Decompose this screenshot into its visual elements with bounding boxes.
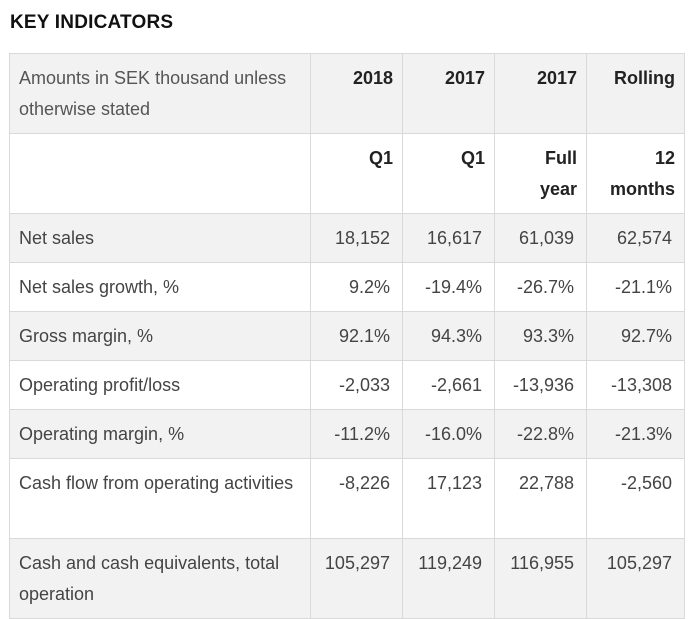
header-period: 12 months	[586, 133, 685, 214]
row-label: Net sales growth, %	[9, 262, 311, 312]
row-label: Operating profit/loss	[9, 360, 311, 410]
row-value: -19.4%	[402, 262, 495, 312]
header-empty-cell	[9, 133, 311, 214]
row-value: 62,574	[586, 213, 685, 263]
row-value: -2,560	[586, 458, 685, 539]
row-value: 9.2%	[310, 262, 403, 312]
row-value: -21.3%	[586, 409, 685, 459]
header-year: 2017	[494, 53, 587, 134]
row-label: Cash flow from operating activities	[9, 458, 311, 539]
row-value: 92.1%	[310, 311, 403, 361]
page-title: KEY INDICATORS	[10, 12, 174, 33]
row-value: 94.3%	[402, 311, 495, 361]
table-row: Net sales 18,152 16,617 61,039 62,574	[9, 213, 685, 263]
row-value: 105,297	[310, 538, 403, 619]
row-value: -22.8%	[494, 409, 587, 459]
table-row: Gross margin, % 92.1% 94.3% 93.3% 92.7%	[9, 311, 685, 361]
row-value: -16.0%	[402, 409, 495, 459]
row-value: -13,308	[586, 360, 685, 410]
table-row: Net sales growth, % 9.2% -19.4% -26.7% -…	[9, 262, 685, 312]
header-period: Q1	[310, 133, 403, 214]
header-year: 2017	[402, 53, 495, 134]
header-period: Full year	[494, 133, 587, 214]
row-value: -2,661	[402, 360, 495, 410]
key-indicators-table: Amounts in SEK thousand unless otherwise…	[9, 53, 685, 619]
row-value: -2,033	[310, 360, 403, 410]
row-label: Cash and cash equivalents, total operati…	[9, 538, 311, 619]
row-label: Operating margin, %	[9, 409, 311, 459]
header-period: Q1	[402, 133, 495, 214]
header-year: 2018	[310, 53, 403, 134]
row-value: 22,788	[494, 458, 587, 539]
header-year: Rolling	[586, 53, 685, 134]
row-label: Net sales	[9, 213, 311, 263]
header-row-years: Amounts in SEK thousand unless otherwise…	[9, 53, 685, 134]
row-value: 17,123	[402, 458, 495, 539]
row-label: Gross margin, %	[9, 311, 311, 361]
row-value: 105,297	[586, 538, 685, 619]
row-value: 93.3%	[494, 311, 587, 361]
row-value: -21.1%	[586, 262, 685, 312]
row-value: -13,936	[494, 360, 587, 410]
row-value: 16,617	[402, 213, 495, 263]
row-value: 92.7%	[586, 311, 685, 361]
row-value: -11.2%	[310, 409, 403, 459]
table-row: Cash flow from operating activities -8,2…	[9, 458, 685, 539]
row-value: -26.7%	[494, 262, 587, 312]
header-label: Amounts in SEK thousand unless otherwise…	[9, 53, 311, 134]
row-value: -8,226	[310, 458, 403, 539]
table-row: Cash and cash equivalents, total operati…	[9, 538, 685, 619]
table-row: Operating profit/loss -2,033 -2,661 -13,…	[9, 360, 685, 410]
row-value: 116,955	[494, 538, 587, 619]
header-row-periods: Q1 Q1 Full year 12 months	[9, 133, 685, 214]
row-value: 18,152	[310, 213, 403, 263]
row-value: 61,039	[494, 213, 587, 263]
table-row: Operating margin, % -11.2% -16.0% -22.8%…	[9, 409, 685, 459]
row-value: 119,249	[402, 538, 495, 619]
